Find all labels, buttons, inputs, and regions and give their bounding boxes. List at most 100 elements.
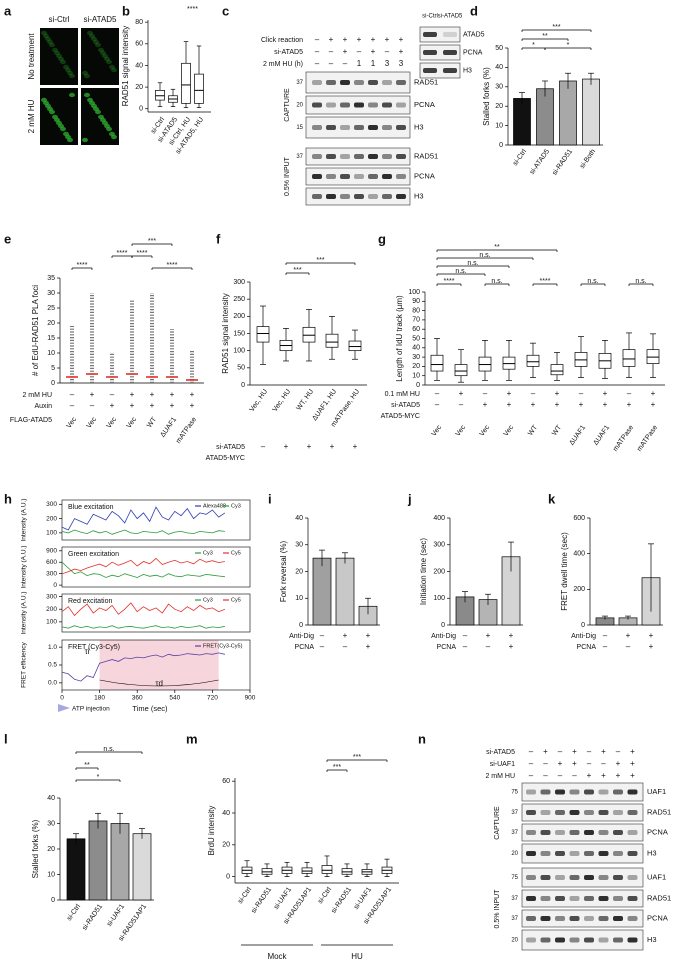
nucleus	[91, 36, 97, 42]
legend-label: Cy5	[231, 597, 241, 603]
band	[326, 194, 336, 199]
tau-label: τi	[85, 647, 90, 656]
band	[340, 174, 350, 179]
condition-sign: +	[651, 400, 656, 409]
y-tick-label: 300	[46, 570, 57, 577]
nucleus	[47, 39, 53, 45]
condition-sign: –	[320, 631, 325, 640]
blot-strip	[521, 867, 644, 888]
significance-label: ****	[117, 250, 128, 257]
y-tick-label: 200	[46, 606, 57, 613]
condition-sign: –	[603, 642, 608, 651]
band	[526, 789, 536, 795]
category-label: WT	[551, 424, 563, 438]
subplot-title: FRET (Cy3-Cy5)	[68, 644, 120, 651]
significance-label: ***	[333, 764, 341, 771]
nucleus	[65, 67, 71, 73]
bar	[559, 80, 577, 146]
y-tick-label: 300	[46, 593, 57, 600]
bound-state-shade	[99, 640, 219, 690]
size-marker: 37	[296, 154, 303, 160]
trace	[61, 561, 225, 578]
band	[443, 68, 457, 73]
condition-sign: –	[463, 631, 468, 640]
significance-label: ****	[77, 262, 88, 269]
y-tick-label: 25	[47, 305, 55, 312]
band	[555, 851, 565, 856]
y-axis-label: FRET dwell time (sec)	[560, 532, 569, 611]
band	[340, 80, 350, 85]
size-marker: 75	[511, 875, 518, 881]
size-marker: 75	[511, 790, 518, 796]
box	[430, 354, 444, 372]
band	[382, 102, 392, 108]
condition-sign: –	[90, 401, 95, 410]
category-label: si-UAF1	[273, 886, 293, 911]
condition-sign: –	[587, 747, 592, 756]
condition-sign: +	[357, 35, 362, 44]
band	[340, 125, 350, 130]
condition-sign: +	[587, 771, 592, 780]
band	[354, 125, 364, 130]
significance-label: ***	[316, 257, 324, 264]
y-tick-label: 40	[295, 515, 303, 522]
band	[443, 50, 457, 55]
band	[326, 80, 336, 85]
blot-label: RAD51	[414, 77, 438, 86]
band	[526, 937, 536, 943]
y-tick-label: 150	[233, 330, 245, 337]
panel-letter: j	[407, 491, 412, 506]
condition-sign: +	[558, 759, 563, 768]
y-tick-label: 600	[46, 559, 57, 566]
band	[423, 68, 437, 73]
condition-sign: +	[630, 747, 635, 756]
nucleus	[63, 64, 69, 70]
box	[302, 326, 316, 343]
bar	[582, 78, 600, 146]
category-label: WT	[527, 424, 539, 438]
y-tick-label: 30	[47, 820, 55, 827]
band	[598, 851, 609, 856]
significance-label: n.s.	[587, 278, 598, 285]
bar	[88, 820, 108, 901]
significance-label: ****	[167, 262, 178, 269]
panel-letter: c	[222, 3, 229, 18]
band	[555, 830, 565, 835]
y-tick-label: 40	[222, 810, 230, 817]
section-label: 0.5% INPUT	[284, 156, 291, 196]
nucleus	[60, 126, 66, 132]
y-tick-label: 200	[233, 313, 245, 320]
category-label: Vec	[479, 424, 492, 438]
category-label: ΔUAF1	[159, 416, 178, 439]
y-tick-label: 60	[412, 326, 420, 333]
condition-sign: +	[509, 631, 514, 640]
band	[540, 896, 551, 901]
band	[382, 154, 392, 159]
nucleus	[43, 33, 49, 39]
section-label: CAPTURE	[284, 88, 291, 122]
condition-sign: +	[543, 747, 548, 756]
significance-label: ***	[293, 267, 301, 274]
nucleus	[106, 126, 112, 132]
category-label: si-ATAD5	[529, 148, 551, 176]
category-label: si-Ctrl	[512, 148, 528, 167]
significance-label: ****	[444, 278, 455, 285]
size-marker: 20	[296, 103, 303, 109]
band	[613, 916, 623, 921]
condition-sign: –	[572, 771, 577, 780]
blot-strip	[521, 782, 644, 802]
x-axis-label: Time (sec)	[132, 704, 168, 713]
condition-sign: +	[330, 442, 335, 451]
blot-label: RAD51	[647, 893, 671, 902]
row-label: si-ATAD5	[391, 402, 420, 409]
band	[584, 810, 594, 815]
condition-sign: +	[630, 771, 635, 780]
band	[613, 789, 623, 795]
band	[526, 810, 536, 815]
panel-letter: e	[4, 231, 11, 246]
y-tick-label: 70	[412, 317, 420, 324]
subplot-frame	[61, 593, 251, 633]
subplot-frame	[61, 546, 251, 588]
blot-strip	[305, 71, 411, 94]
category-label: mATPase	[612, 424, 635, 453]
